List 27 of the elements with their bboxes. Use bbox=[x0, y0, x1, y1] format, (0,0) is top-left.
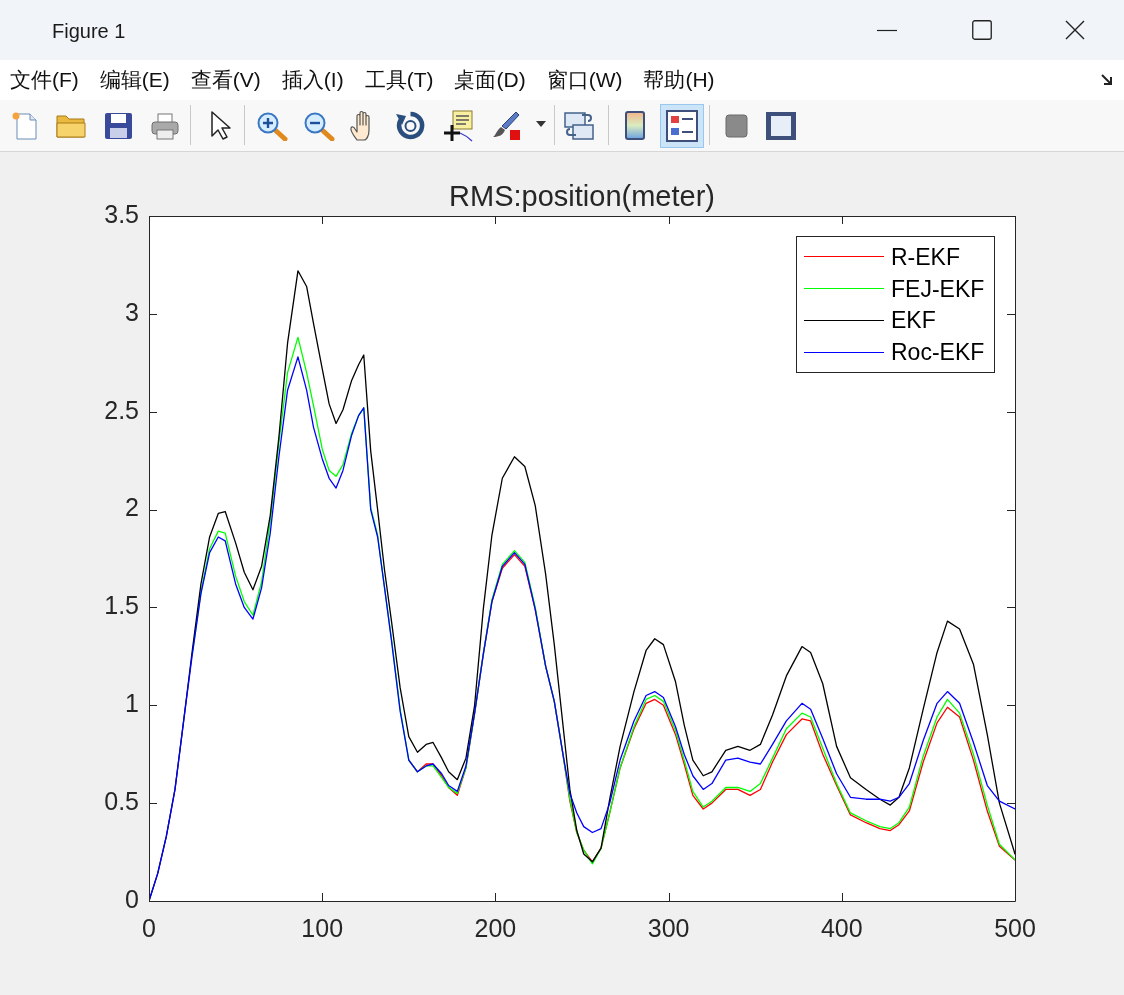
x-tick-label: 400 bbox=[820, 913, 863, 942]
text: 编辑(E) bbox=[99, 67, 170, 93]
y-tick-label: 1 bbox=[125, 689, 139, 718]
legend-label: R-EKF bbox=[891, 242, 960, 271]
text: 窗口(W) bbox=[546, 67, 623, 93]
text: 查看(V) bbox=[190, 67, 261, 93]
x-tick-label: 300 bbox=[647, 913, 690, 942]
text: 工具(T) bbox=[364, 67, 434, 93]
text: 文件(F) bbox=[10, 67, 79, 93]
y-tick-label: 3 bbox=[125, 297, 139, 326]
y-tick-label: 3.5 bbox=[104, 199, 139, 228]
y-tick-label: 2.5 bbox=[104, 395, 139, 424]
x-tick-label: 100 bbox=[301, 913, 344, 942]
y-tick-label: 1.5 bbox=[104, 591, 139, 620]
caption: Figure 1 bbox=[52, 19, 126, 44]
text: 帮助(H) bbox=[643, 67, 715, 93]
legend-label: FEJ-EKF bbox=[891, 274, 985, 303]
legend-label: EKF bbox=[891, 306, 936, 335]
y-tick-label: 2 bbox=[125, 493, 139, 522]
x-tick-label: 500 bbox=[994, 913, 1036, 942]
legend-label: Roc-EKF bbox=[891, 338, 985, 367]
y-tick-label: 0.5 bbox=[104, 787, 139, 816]
text: 桌面(D) bbox=[454, 67, 526, 93]
chart-title: RMS:position(meter) bbox=[448, 180, 716, 212]
text: 插入(I) bbox=[281, 67, 344, 93]
x-tick-label: 200 bbox=[474, 913, 517, 942]
y-tick-label: 0 bbox=[125, 884, 139, 913]
